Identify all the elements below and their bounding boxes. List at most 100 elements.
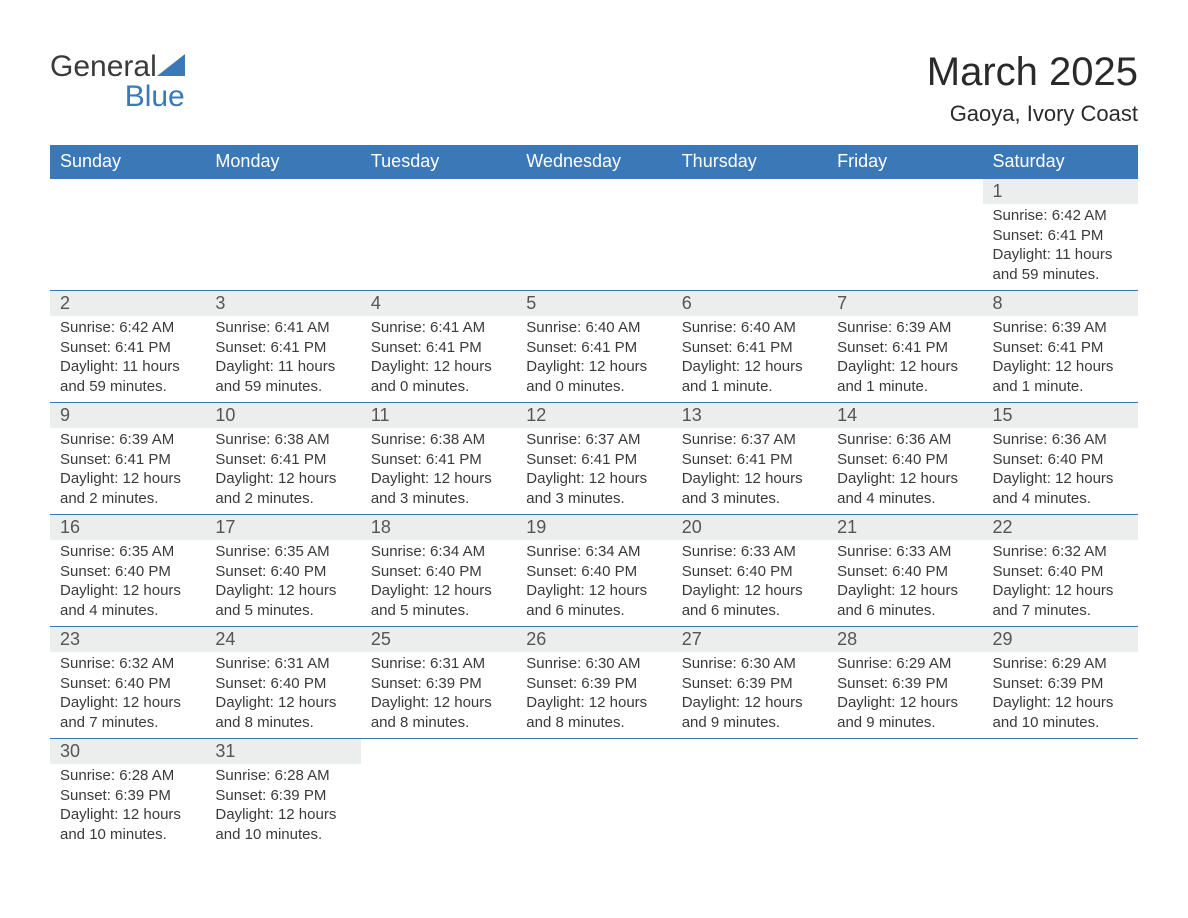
calendar-week: 16Sunrise: 6:35 AMSunset: 6:40 PMDayligh… (50, 515, 1138, 627)
calendar-cell (50, 179, 205, 291)
day-data: Sunrise: 6:42 AMSunset: 6:41 PMDaylight:… (50, 316, 205, 402)
daylight-text: Daylight: 12 hours and 5 minutes. (215, 581, 350, 620)
day-number: 29 (983, 627, 1138, 652)
logo-text-blue: Blue (50, 82, 185, 112)
sunset-text: Sunset: 6:41 PM (993, 226, 1128, 246)
day-number: 3 (205, 291, 360, 316)
daylight-text: Daylight: 12 hours and 10 minutes. (215, 805, 350, 844)
day-data: Sunrise: 6:34 AMSunset: 6:40 PMDaylight:… (361, 540, 516, 626)
logo-text-general: General (50, 50, 157, 83)
sunrise-text: Sunrise: 6:38 AM (371, 430, 506, 450)
day-number: 20 (672, 515, 827, 540)
calendar-cell: 31Sunrise: 6:28 AMSunset: 6:39 PMDayligh… (205, 739, 360, 851)
daylight-text: Daylight: 12 hours and 9 minutes. (682, 693, 817, 732)
sunset-text: Sunset: 6:39 PM (837, 674, 972, 694)
calendar-cell: 9Sunrise: 6:39 AMSunset: 6:41 PMDaylight… (50, 403, 205, 515)
day-data: Sunrise: 6:41 AMSunset: 6:41 PMDaylight:… (205, 316, 360, 402)
sunset-text: Sunset: 6:41 PM (371, 450, 506, 470)
calendar-cell (827, 179, 982, 291)
sunset-text: Sunset: 6:40 PM (526, 562, 661, 582)
day-number: 4 (361, 291, 516, 316)
calendar-cell (516, 739, 671, 851)
calendar-cell: 25Sunrise: 6:31 AMSunset: 6:39 PMDayligh… (361, 627, 516, 739)
calendar-cell: 24Sunrise: 6:31 AMSunset: 6:40 PMDayligh… (205, 627, 360, 739)
sunrise-text: Sunrise: 6:30 AM (682, 654, 817, 674)
day-data: Sunrise: 6:36 AMSunset: 6:40 PMDaylight:… (983, 428, 1138, 514)
sunrise-text: Sunrise: 6:39 AM (60, 430, 195, 450)
daylight-text: Daylight: 12 hours and 3 minutes. (371, 469, 506, 508)
daylight-text: Daylight: 12 hours and 2 minutes. (215, 469, 350, 508)
daylight-text: Daylight: 11 hours and 59 minutes. (993, 245, 1128, 284)
sunset-text: Sunset: 6:41 PM (60, 338, 195, 358)
daylight-text: Daylight: 12 hours and 1 minute. (682, 357, 817, 396)
daylight-text: Daylight: 11 hours and 59 minutes. (60, 357, 195, 396)
daylight-text: Daylight: 12 hours and 9 minutes. (837, 693, 972, 732)
sunrise-text: Sunrise: 6:42 AM (993, 206, 1128, 226)
day-data: Sunrise: 6:38 AMSunset: 6:41 PMDaylight:… (361, 428, 516, 514)
sunset-text: Sunset: 6:39 PM (60, 786, 195, 806)
day-number: 14 (827, 403, 982, 428)
day-number: 27 (672, 627, 827, 652)
sunrise-text: Sunrise: 6:37 AM (682, 430, 817, 450)
day-data: Sunrise: 6:35 AMSunset: 6:40 PMDaylight:… (205, 540, 360, 626)
daylight-text: Daylight: 12 hours and 10 minutes. (60, 805, 195, 844)
sunset-text: Sunset: 6:41 PM (371, 338, 506, 358)
day-data: Sunrise: 6:30 AMSunset: 6:39 PMDaylight:… (672, 652, 827, 738)
daylight-text: Daylight: 12 hours and 4 minutes. (60, 581, 195, 620)
sunrise-text: Sunrise: 6:35 AM (215, 542, 350, 562)
sunrise-text: Sunrise: 6:29 AM (993, 654, 1128, 674)
calendar-cell: 1Sunrise: 6:42 AMSunset: 6:41 PMDaylight… (983, 179, 1138, 291)
day-header: Sunday (50, 145, 205, 179)
day-number: 30 (50, 739, 205, 764)
day-number: 19 (516, 515, 671, 540)
day-data: Sunrise: 6:29 AMSunset: 6:39 PMDaylight:… (827, 652, 982, 738)
day-header: Monday (205, 145, 360, 179)
day-number: 18 (361, 515, 516, 540)
sunrise-text: Sunrise: 6:39 AM (837, 318, 972, 338)
daylight-text: Daylight: 12 hours and 8 minutes. (215, 693, 350, 732)
day-header: Wednesday (516, 145, 671, 179)
calendar-cell: 29Sunrise: 6:29 AMSunset: 6:39 PMDayligh… (983, 627, 1138, 739)
sunset-text: Sunset: 6:40 PM (60, 562, 195, 582)
calendar-cell: 26Sunrise: 6:30 AMSunset: 6:39 PMDayligh… (516, 627, 671, 739)
location: Gaoya, Ivory Coast (927, 101, 1138, 127)
day-number: 15 (983, 403, 1138, 428)
day-data: Sunrise: 6:32 AMSunset: 6:40 PMDaylight:… (50, 652, 205, 738)
sunset-text: Sunset: 6:41 PM (993, 338, 1128, 358)
sunset-text: Sunset: 6:41 PM (60, 450, 195, 470)
day-header: Thursday (672, 145, 827, 179)
calendar-cell: 11Sunrise: 6:38 AMSunset: 6:41 PMDayligh… (361, 403, 516, 515)
calendar-cell (205, 179, 360, 291)
daylight-text: Daylight: 12 hours and 0 minutes. (526, 357, 661, 396)
day-number: 28 (827, 627, 982, 652)
daylight-text: Daylight: 12 hours and 7 minutes. (993, 581, 1128, 620)
sunset-text: Sunset: 6:41 PM (215, 338, 350, 358)
sunset-text: Sunset: 6:39 PM (215, 786, 350, 806)
day-number: 8 (983, 291, 1138, 316)
sunrise-text: Sunrise: 6:34 AM (526, 542, 661, 562)
sunrise-text: Sunrise: 6:30 AM (526, 654, 661, 674)
calendar-cell: 22Sunrise: 6:32 AMSunset: 6:40 PMDayligh… (983, 515, 1138, 627)
day-number: 10 (205, 403, 360, 428)
day-number: 6 (672, 291, 827, 316)
sunrise-text: Sunrise: 6:32 AM (993, 542, 1128, 562)
calendar-week: 9Sunrise: 6:39 AMSunset: 6:41 PMDaylight… (50, 403, 1138, 515)
daylight-text: Daylight: 12 hours and 6 minutes. (837, 581, 972, 620)
day-number: 17 (205, 515, 360, 540)
sunrise-text: Sunrise: 6:34 AM (371, 542, 506, 562)
day-header: Saturday (983, 145, 1138, 179)
sunset-text: Sunset: 6:40 PM (60, 674, 195, 694)
sunset-text: Sunset: 6:40 PM (682, 562, 817, 582)
sunrise-text: Sunrise: 6:40 AM (526, 318, 661, 338)
daylight-text: Daylight: 12 hours and 1 minute. (993, 357, 1128, 396)
day-data: Sunrise: 6:32 AMSunset: 6:40 PMDaylight:… (983, 540, 1138, 626)
day-data: Sunrise: 6:38 AMSunset: 6:41 PMDaylight:… (205, 428, 360, 514)
calendar-cell: 21Sunrise: 6:33 AMSunset: 6:40 PMDayligh… (827, 515, 982, 627)
sunrise-text: Sunrise: 6:29 AM (837, 654, 972, 674)
day-data: Sunrise: 6:37 AMSunset: 6:41 PMDaylight:… (516, 428, 671, 514)
logo: General Blue (50, 50, 185, 112)
day-number: 11 (361, 403, 516, 428)
sunrise-text: Sunrise: 6:41 AM (371, 318, 506, 338)
calendar-cell: 16Sunrise: 6:35 AMSunset: 6:40 PMDayligh… (50, 515, 205, 627)
day-header: Tuesday (361, 145, 516, 179)
